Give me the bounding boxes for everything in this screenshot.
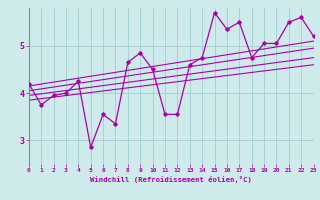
X-axis label: Windchill (Refroidissement éolien,°C): Windchill (Refroidissement éolien,°C): [90, 176, 252, 183]
